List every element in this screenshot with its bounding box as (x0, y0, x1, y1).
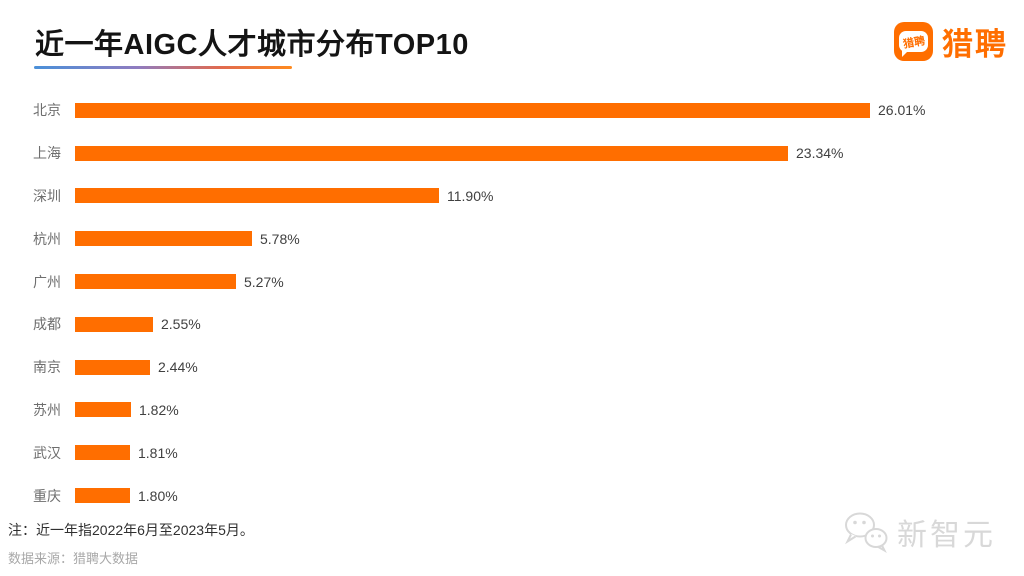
city-label: 武汉 (33, 444, 61, 461)
city-label: 广州 (33, 273, 61, 290)
city-label: 成都 (33, 316, 61, 333)
bar-track: 5.27% (75, 274, 1018, 290)
bar-track: 26.01% (75, 102, 1018, 118)
bar (75, 231, 252, 247)
bar-row: 苏州 1.82% (33, 389, 1018, 432)
bar (75, 445, 130, 461)
speech-bubble-icon: 猎聘 (899, 31, 928, 57)
title-underline (34, 66, 292, 69)
city-label: 北京 (33, 102, 61, 119)
data-source: 数据来源：猎聘大数据 (8, 551, 139, 566)
page-title: 近一年AIGC人才城市分布TOP10 (35, 29, 469, 61)
footnote: 注：近一年指2022年6月至2023年5月。 (8, 522, 254, 538)
bar (75, 188, 439, 204)
city-label: 重庆 (33, 487, 61, 504)
bar (75, 402, 131, 418)
value-label: 5.27% (244, 273, 284, 290)
bar-track: 1.81% (75, 445, 1018, 461)
bar-row: 重庆 1.80% (33, 474, 1018, 517)
watermark: 新智元 (841, 510, 996, 554)
value-label: 2.55% (161, 316, 201, 333)
bar-row: 武汉 1.81% (33, 431, 1018, 474)
city-label: 南京 (33, 359, 61, 376)
value-label: 1.80% (138, 487, 178, 504)
value-label: 23.34% (796, 145, 844, 162)
bar (75, 488, 130, 504)
bar-track: 2.55% (75, 316, 1018, 332)
liepin-logo-icon: 猎聘 (894, 22, 933, 61)
bar (75, 316, 153, 332)
city-label: 苏州 (33, 401, 61, 418)
value-label: 11.90% (447, 187, 494, 204)
value-label: 1.82% (139, 401, 179, 418)
city-label: 深圳 (33, 187, 61, 204)
watermark-text: 新智元 (897, 519, 996, 552)
value-label: 5.78% (260, 230, 300, 247)
bar (75, 274, 236, 290)
bar (75, 359, 150, 375)
bar-track: 1.82% (75, 402, 1018, 418)
bar-track: 11.90% (75, 188, 1018, 204)
value-label: 1.81% (138, 444, 178, 461)
bar-row: 北京 26.01% (33, 89, 1018, 132)
bar-row: 南京 2.44% (33, 346, 1018, 389)
value-label: 2.44% (158, 359, 198, 376)
bar-track: 23.34% (75, 145, 1018, 161)
bar-row: 广州 5.27% (33, 260, 1018, 303)
wechat-bubbles-icon (845, 512, 888, 554)
bar-track: 2.44% (75, 359, 1018, 375)
bar (75, 145, 788, 161)
bar-row: 上海 23.34% (33, 132, 1018, 175)
liepin-logo: 猎聘 猎聘 (894, 19, 1008, 64)
bar-row: 杭州 5.78% (33, 217, 1018, 260)
bar (75, 102, 870, 118)
bar-track: 5.78% (75, 231, 1018, 247)
city-label: 上海 (33, 145, 61, 162)
bar-row: 成都 2.55% (33, 303, 1018, 346)
city-label: 杭州 (33, 230, 61, 247)
logo-icon-text: 猎聘 (901, 34, 926, 51)
value-label: 26.01% (878, 102, 926, 119)
bar-chart: 北京 26.01% 上海 23.34% 深圳 11.90% 杭州 5.78% (33, 89, 1018, 517)
logo-wordmark: 猎聘 (942, 27, 1008, 62)
bar-track: 1.80% (75, 488, 1018, 504)
bar-row: 深圳 11.90% (33, 175, 1018, 218)
